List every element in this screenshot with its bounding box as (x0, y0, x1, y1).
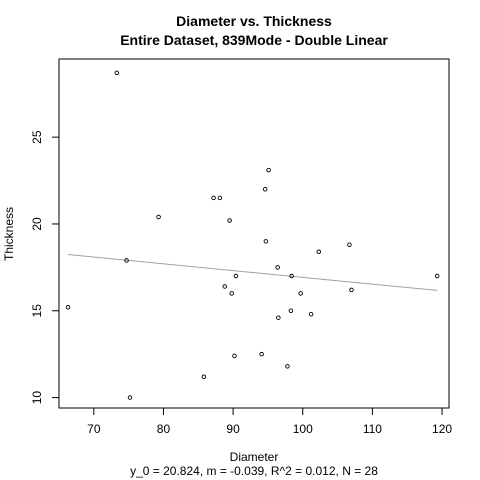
data-point (232, 353, 237, 359)
data-point (262, 186, 268, 192)
data-point (229, 291, 234, 296)
data-point (434, 273, 440, 279)
y-tick-label: 25 (30, 130, 44, 144)
y-axis: 10 15 20 25 (30, 130, 60, 405)
plot-frame (58, 58, 450, 409)
data-point (227, 218, 232, 223)
x-axis: 70 80 90 100 110 120 (87, 407, 452, 436)
data-point (201, 374, 207, 379)
y-tick-label: 10 (30, 391, 44, 405)
x-tick-label: 80 (157, 422, 171, 436)
data-points (65, 70, 440, 400)
data-point (266, 167, 271, 173)
data-point (222, 284, 227, 289)
y-tick-label: 20 (30, 217, 44, 231)
data-point (233, 273, 239, 279)
x-tick-label: 70 (87, 422, 101, 436)
x-tick-label: 110 (363, 422, 382, 436)
data-point (285, 364, 290, 369)
data-point (114, 70, 120, 76)
fit-summary: y_0 = 20.824, m = -0.039, R^2 = 0.012, N… (130, 464, 378, 478)
x-tick-label: 90 (226, 422, 240, 436)
data-point (288, 308, 294, 314)
data-point (127, 395, 133, 400)
data-point (308, 311, 314, 317)
chart-subtitle: Entire Dataset, 839Mode - Double Linear (120, 32, 388, 48)
data-point (276, 315, 281, 320)
regression-line (68, 254, 438, 291)
data-point (259, 351, 264, 357)
y-axis-label: Thickness (2, 207, 16, 261)
data-point (156, 214, 161, 220)
data-point (298, 291, 303, 296)
y-tick-label: 15 (30, 304, 44, 318)
x-tick-label: 100 (293, 422, 313, 436)
data-point (211, 195, 216, 201)
data-point (263, 239, 269, 244)
data-point (275, 265, 280, 270)
x-tick-label: 120 (432, 422, 452, 436)
chart-title: Diameter vs. Thickness (176, 13, 332, 29)
x-axis-label: Diameter (230, 450, 279, 464)
data-point (289, 273, 294, 279)
data-point (316, 249, 322, 254)
data-point (347, 242, 352, 248)
data-point (124, 258, 129, 263)
data-point (217, 195, 223, 201)
data-point (65, 305, 71, 310)
data-point (349, 287, 354, 293)
